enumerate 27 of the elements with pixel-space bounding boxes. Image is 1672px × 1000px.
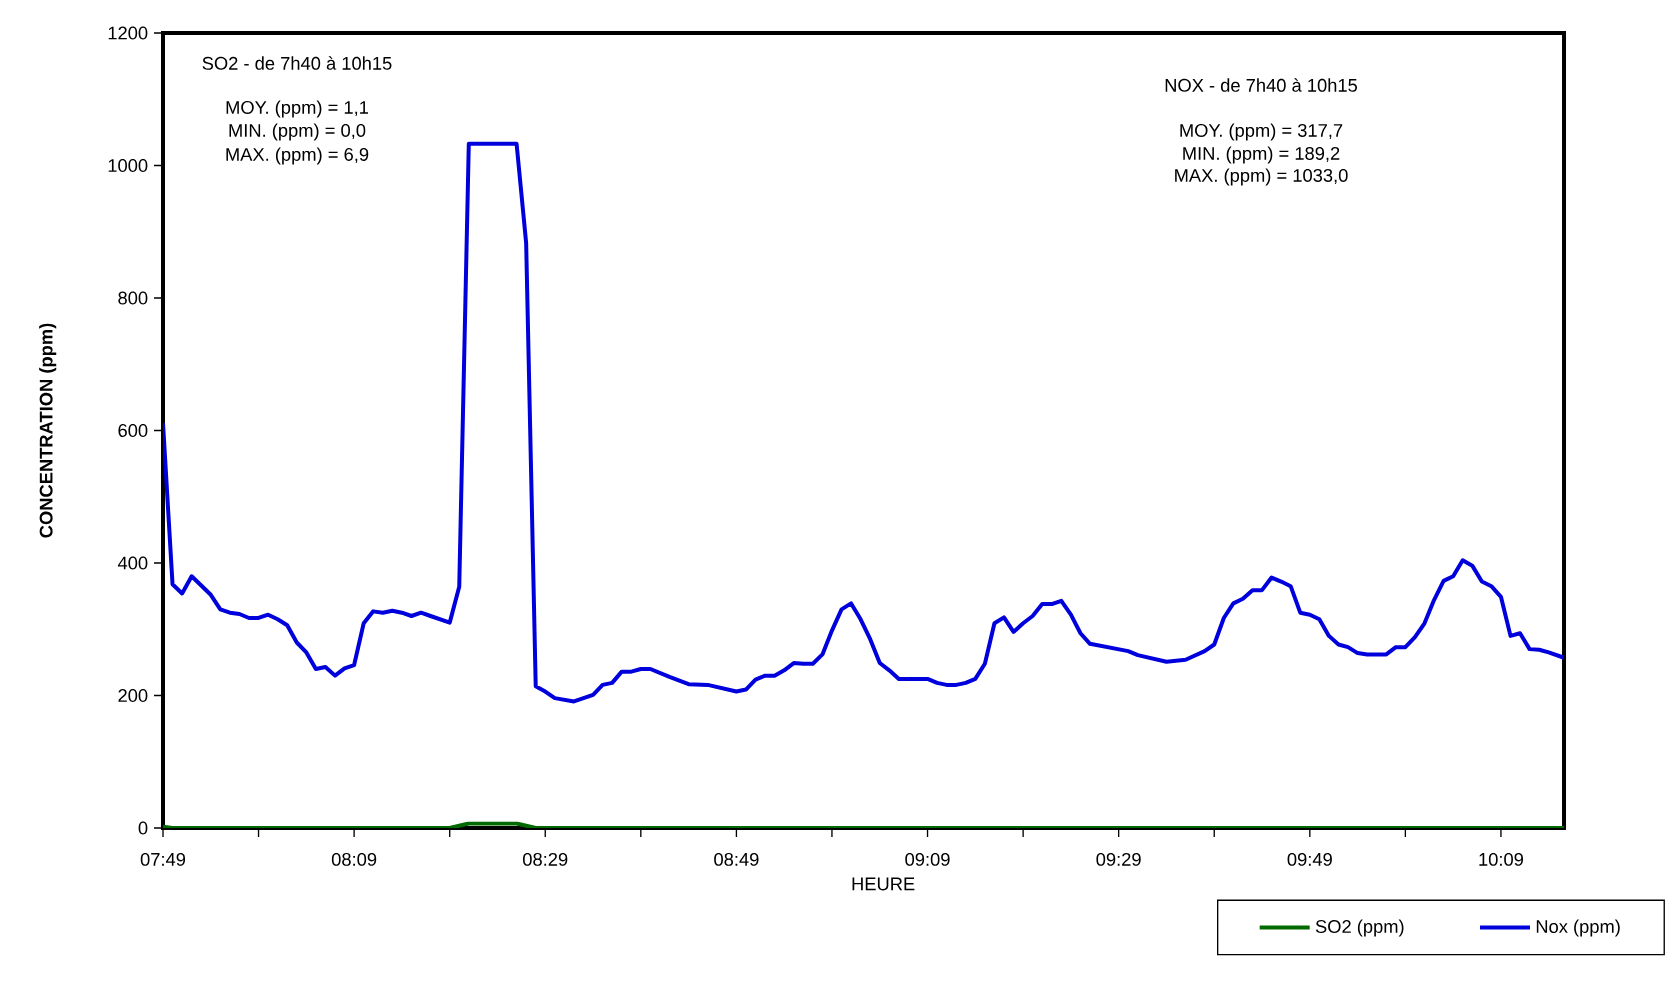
y-tick-label: 0 bbox=[138, 821, 148, 835]
x-tick-label: 08:09 bbox=[331, 852, 377, 866]
x-tick-label: 09:49 bbox=[1287, 852, 1332, 866]
legend-label: Nox (ppm) bbox=[1536, 919, 1620, 937]
annotation: MOY. (ppm) = 317,7 bbox=[1180, 123, 1343, 141]
x-tick-label: 09:09 bbox=[905, 852, 950, 866]
annotation: MIN. (ppm) = 189,2 bbox=[1183, 146, 1340, 164]
y-axis-title: CONCENTRATION (ppm) bbox=[39, 323, 57, 538]
annotation: MIN. (ppm) = 0,0 bbox=[229, 123, 366, 141]
y-tick-label: 400 bbox=[117, 556, 148, 570]
y-tick-label: 200 bbox=[118, 689, 148, 702]
annotation: MOY. (ppm) = 1,1 bbox=[226, 100, 369, 118]
x-tick-label: 07:49 bbox=[140, 852, 186, 866]
annotation: MAX. (ppm) = 1033,0 bbox=[1175, 168, 1348, 186]
x-tick-label: 08:49 bbox=[714, 852, 759, 866]
annotation: NOX - de 7h40 à 10h15 bbox=[1165, 78, 1358, 92]
y-tick-label: 600 bbox=[118, 424, 148, 437]
annotation: MAX. (ppm) = 6,9 bbox=[226, 147, 369, 165]
x-tick-label: 09:29 bbox=[1096, 852, 1141, 866]
legend-label: SO2 (ppm) bbox=[1315, 919, 1404, 937]
y-tick-label: 800 bbox=[118, 291, 148, 305]
x-tick-label: 08:29 bbox=[523, 852, 568, 866]
x-axis-title: HEURE bbox=[852, 877, 915, 891]
annotation: SO2 - de 7h40 à 10h15 bbox=[202, 56, 392, 70]
x-tick-label: 10:09 bbox=[1479, 852, 1524, 866]
y-tick-label: 1000 bbox=[108, 159, 148, 172]
y-tick-label: 1200 bbox=[108, 26, 148, 40]
